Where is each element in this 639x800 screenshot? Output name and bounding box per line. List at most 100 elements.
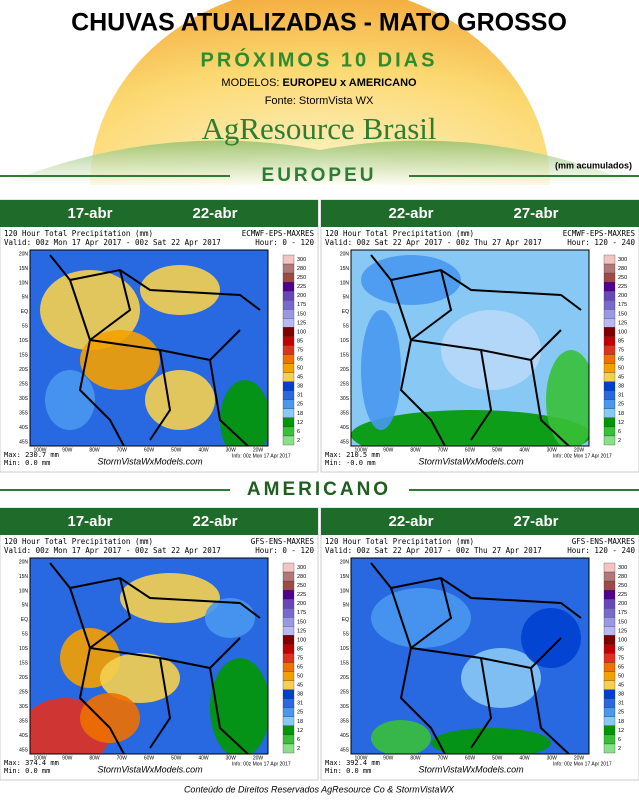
colorbar-label: 85 (618, 338, 624, 344)
colorbar-label: 18 (297, 719, 303, 725)
rain-area (145, 370, 215, 430)
lat-label: 5S (22, 632, 29, 638)
colorbar-swatch (282, 644, 295, 654)
colorbar-swatch (603, 336, 616, 346)
border (410, 577, 453, 649)
lon-label: 50W (492, 447, 503, 453)
lon-label: 20W (574, 447, 585, 453)
map-frame (350, 557, 590, 755)
units-note: (mm acumulados) (555, 160, 632, 170)
colorbar-swatch (282, 336, 295, 346)
lon-label: 60W (465, 447, 476, 453)
colorbar-label: 6 (618, 429, 621, 435)
date-start: 22-abr (388, 205, 433, 222)
rain-area (210, 658, 268, 754)
colorbar-label: 225 (618, 284, 627, 290)
colorbar-swatch (603, 734, 616, 745)
colorbar-swatch (282, 662, 295, 672)
lon-label: 90W (383, 755, 394, 761)
rain-area (371, 588, 471, 648)
date-start: 22-abr (388, 513, 433, 530)
colorbar-label: 45 (618, 375, 624, 381)
border (530, 667, 571, 754)
rain-area (546, 350, 589, 446)
models: EUROPEU x AMERICANO (283, 77, 417, 89)
colorbar-label: 85 (618, 646, 624, 652)
border (49, 254, 261, 311)
border (69, 587, 126, 754)
colorbar-label: 12 (618, 420, 624, 426)
colorbar-swatch (282, 327, 295, 337)
colorbar-swatch (282, 281, 295, 292)
lon-label: 40W (198, 755, 209, 761)
rain-area (220, 380, 268, 446)
model: ECMWF-EPS-MAXRES (563, 229, 636, 238)
lat-label: 30S (19, 704, 29, 710)
lon-label: 80W (410, 447, 421, 453)
colorbar-label: 75 (297, 655, 303, 661)
colorbar-label: 38 (297, 384, 303, 390)
colorbar-swatch (603, 599, 616, 609)
colorbar-swatch (603, 408, 616, 419)
lat-label: 20N (19, 251, 29, 257)
lat-label: 20S (340, 675, 350, 681)
colorbar-label: 65 (618, 357, 624, 363)
lat-label: 5S (343, 324, 350, 330)
lat-label: 30S (340, 704, 350, 710)
lon-label: 80W (89, 447, 100, 453)
border (390, 587, 447, 754)
colorbar-label: 31 (297, 393, 303, 399)
colorbar-swatch (282, 571, 295, 582)
colorbar-label: 2 (618, 746, 621, 752)
date-band (0, 200, 318, 227)
lat-label: 35S (340, 718, 350, 724)
colorbar-label: 225 (618, 592, 627, 598)
colorbar-swatch (282, 671, 295, 681)
max: Max: 392.4 mm (325, 759, 380, 767)
colorbar-swatch (282, 309, 295, 319)
lon-label: 60W (144, 755, 155, 761)
colorbar-swatch (603, 562, 616, 573)
colorbar-label: 38 (618, 384, 624, 390)
map (351, 250, 589, 446)
lat-label: 15S (19, 661, 29, 667)
colorbar-swatch (282, 635, 295, 645)
colorbar-swatch (282, 589, 295, 600)
colorbar-label: 12 (297, 728, 303, 734)
lon-label: 50W (171, 447, 182, 453)
colorbar-label: 31 (618, 701, 624, 707)
map-title: 120 Hour Total Precipitation (mm) (325, 229, 474, 238)
rain-area (80, 693, 140, 743)
colorbar-label: 2 (618, 438, 621, 444)
date-band (321, 200, 639, 227)
colorbar-swatch (603, 662, 616, 672)
colorbar-swatch (282, 254, 295, 265)
lat-label: 40S (340, 425, 350, 431)
lon-label: 70W (117, 755, 128, 761)
date-end: 22-abr (192, 513, 237, 530)
title: CHUVAS ATUALIZADAS - MATO GROSSO (71, 9, 567, 37)
lat-label: 25S (340, 381, 350, 387)
colorbar-label: 200 (297, 293, 306, 299)
hour: Hour: 0 - 120 (255, 238, 314, 247)
max: Max: 230.7 mm (4, 451, 59, 459)
border (149, 657, 172, 749)
date-end: 27-abr (513, 205, 558, 222)
colorbar-label: 125 (618, 320, 627, 326)
colorbar-label: 12 (618, 728, 624, 734)
colorbar-label: 280 (618, 266, 627, 272)
lat-label: 10S (340, 338, 350, 344)
lon-label: 40W (519, 447, 530, 453)
info: Info: 00z Mon 17 Apr 2017 (232, 761, 291, 767)
lat-label: 15N (19, 266, 29, 272)
lat-label: 5N (22, 295, 29, 301)
colorbar-swatch (603, 309, 616, 319)
border (89, 329, 241, 362)
colorbar-label: 75 (297, 347, 303, 353)
colorbar-swatch (282, 680, 295, 690)
max: Max: 374.4 mm (4, 759, 59, 767)
colorbar-swatch (603, 390, 616, 400)
colorbar-label: 2 (297, 438, 300, 444)
colorbar-swatch (603, 608, 616, 618)
colorbar-label: 75 (618, 655, 624, 661)
